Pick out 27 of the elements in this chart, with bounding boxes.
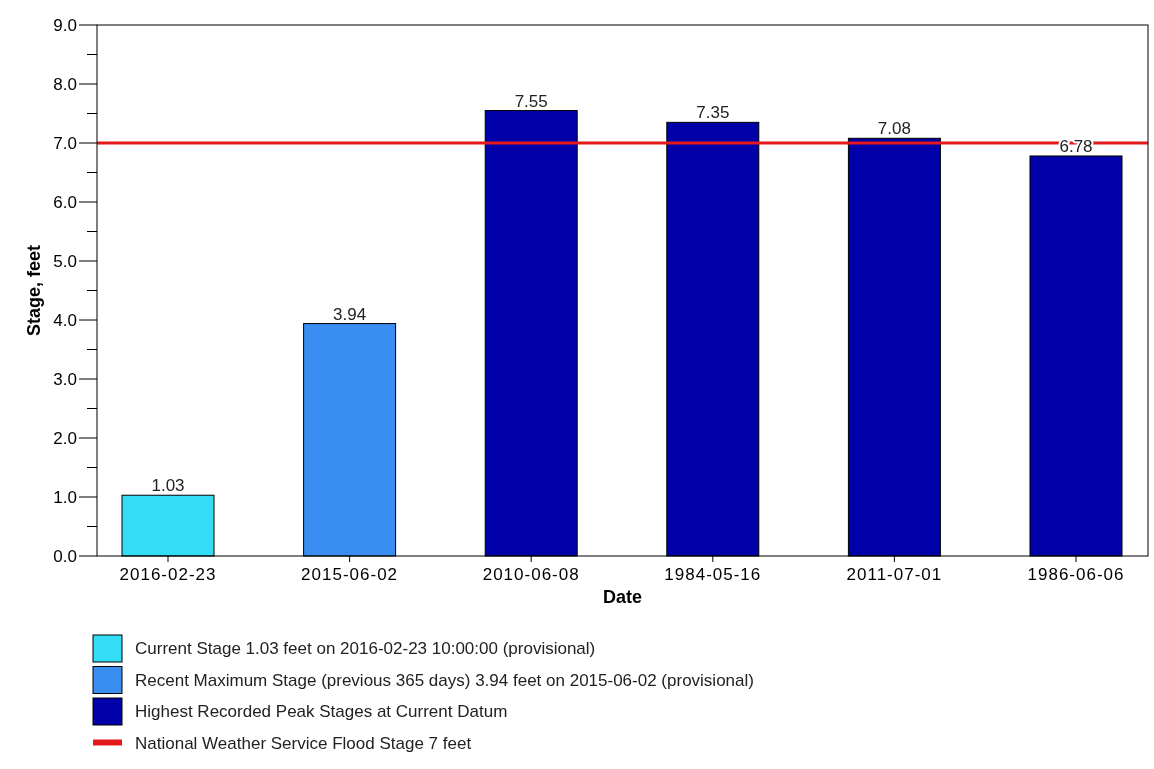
y-tick-label: 8.0 xyxy=(53,75,77,94)
data-label: 7.55 xyxy=(514,91,548,111)
y-axis-title: Stage, feet xyxy=(24,244,44,337)
y-tick-label: 9.0 xyxy=(53,16,77,35)
y-tick-label: 6.0 xyxy=(53,193,77,212)
x-tick-label: 2015-06-02 xyxy=(301,565,399,584)
x-tick-label: 2016-02-23 xyxy=(119,565,217,584)
legend-label: Current Stage 1.03 feet on 2016-02-23 10:00:00 (provisional) xyxy=(135,639,596,658)
y-tick-label: 3.0 xyxy=(53,370,77,389)
y-tick-label: 7.0 xyxy=(53,134,77,153)
x-axis-title: Date xyxy=(602,587,643,607)
y-tick-label: 5.0 xyxy=(53,252,77,271)
x-tick-label: 2011-07-01 xyxy=(846,565,943,584)
legend-label: Recent Maximum Stage (previous 365 days) 3.94 feet on 2015-06-02 (provisional) xyxy=(135,670,754,690)
x-tick-label: 1986-06-06 xyxy=(1027,565,1125,584)
y-tick-label: 1.0 xyxy=(53,488,77,507)
data-label: 3.94 xyxy=(333,304,367,324)
data-label: 1.03 xyxy=(151,476,185,496)
legend-label: Highest Recorded Peak Stages at Current Datum xyxy=(135,702,508,721)
x-tick-label: 1984-05-16 xyxy=(664,565,762,584)
data-label: 7.08 xyxy=(877,119,911,139)
y-tick-label: 4.0 xyxy=(53,311,77,330)
legend-label: National Weather Service Flood Stage 7 feet xyxy=(135,733,472,753)
x-tick-label: 2010-06-08 xyxy=(482,565,580,584)
y-tick-label: 2.0 xyxy=(53,429,77,448)
y-tick-label: 0.0 xyxy=(53,547,77,566)
data-label: 7.35 xyxy=(696,103,730,123)
